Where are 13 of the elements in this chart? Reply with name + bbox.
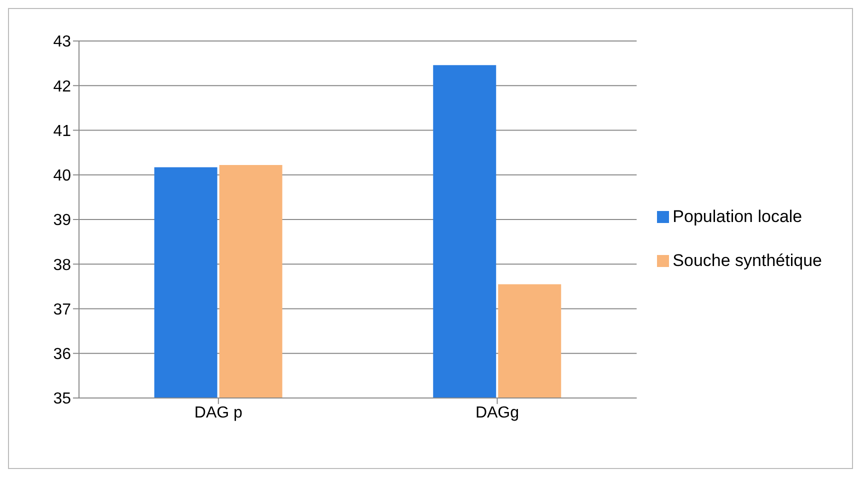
legend-label: Souche synthétique xyxy=(672,250,822,270)
x-tick-label: DAG p xyxy=(194,404,243,422)
x-tick-label: DAGg xyxy=(475,404,520,422)
y-tick-label: 41 xyxy=(53,122,72,140)
y-tick-label: 43 xyxy=(53,34,72,51)
y-tick-label: 36 xyxy=(53,346,72,364)
y-tick-label: 38 xyxy=(53,256,72,274)
y-tick-label: 42 xyxy=(53,78,72,96)
y-tick-label: 40 xyxy=(53,168,72,185)
y-tick-label: 39 xyxy=(53,212,72,230)
y-tick-label: 35 xyxy=(53,390,72,408)
y-tick-label: 37 xyxy=(53,301,72,318)
legend-label: Population locale xyxy=(672,206,802,226)
